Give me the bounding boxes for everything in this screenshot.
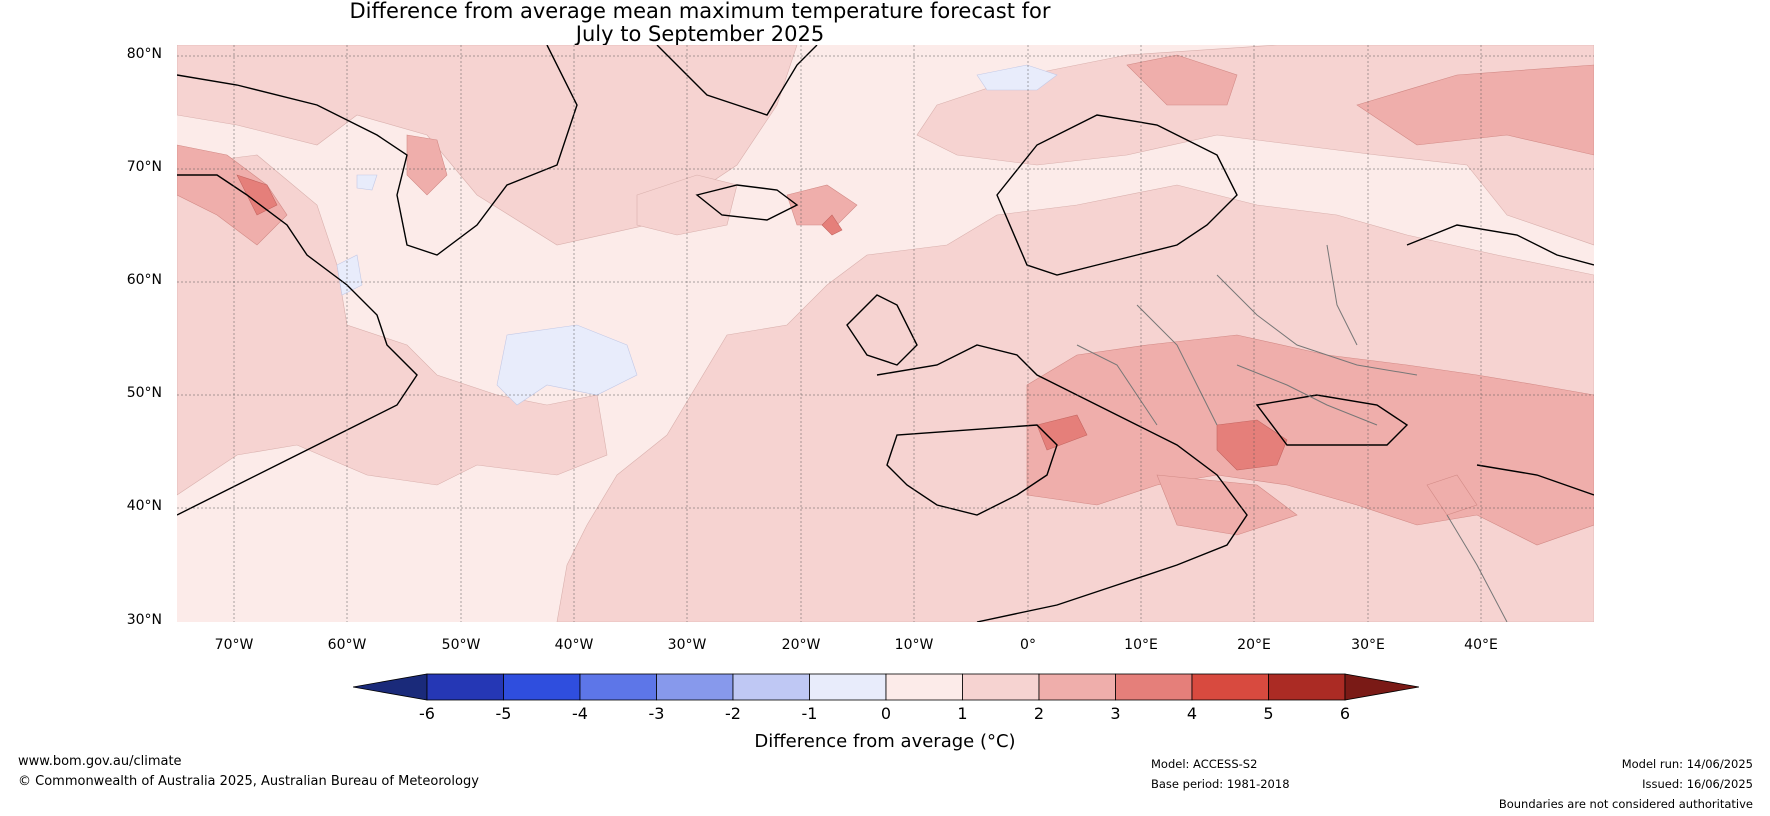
- colorbar-tick-label: -6: [419, 704, 435, 723]
- lon-label-30w: 30°W: [667, 637, 707, 653]
- footer-copyright: © Commonwealth of Australia 2025, Austra…: [18, 774, 479, 789]
- colorbar-segment: [1038, 673, 1116, 701]
- colorbar-tick-label: 3: [1110, 704, 1121, 723]
- colorbar-segment: [732, 673, 810, 701]
- lat-label-70n: 70°N: [126, 159, 162, 175]
- footer-model-run: Model run: 14/06/2025: [1621, 757, 1753, 771]
- coastlines: [177, 45, 1594, 622]
- lon-label-10w: 10°W: [894, 637, 934, 653]
- lon-label-50w: 50°W: [441, 637, 481, 653]
- lon-label-30e: 30°E: [1351, 637, 1385, 653]
- colorbar-tick-label: -5: [495, 704, 512, 723]
- colorbar-extend-high: [1344, 673, 1419, 701]
- colorbar-segment: [426, 673, 504, 701]
- lon-label-20e: 20°E: [1237, 637, 1271, 653]
- footer-site-url: www.bom.gov.au/climate: [18, 754, 182, 769]
- lat-label-50n: 50°N: [126, 385, 162, 401]
- colorbar-segment: [1191, 673, 1269, 701]
- lat-label-60n: 60°N: [126, 272, 162, 288]
- anomaly-2-3-regions: [177, 54, 1594, 546]
- colorbar-tick-label: 2: [1033, 704, 1045, 723]
- footer-model: Model: ACCESS-S2: [1151, 757, 1258, 771]
- colorbar-segment: [885, 673, 963, 701]
- temperature-anomaly-map: [177, 45, 1594, 622]
- lat-label-80n: 80°N: [126, 46, 162, 62]
- map-title-line1: Difference from average mean maximum tem…: [349, 0, 1051, 23]
- lon-label-20w: 20°W: [781, 637, 821, 653]
- footer-issued: Issued: 16/06/2025: [1642, 777, 1753, 791]
- colorbar-tick-label: 1: [957, 704, 968, 723]
- lon-label-40w: 40°W: [554, 637, 594, 653]
- lat-label-30n: 30°N: [126, 612, 162, 628]
- anomaly-3-4-regions: [236, 174, 1288, 471]
- gridlines: [177, 45, 1594, 622]
- colorbar: [353, 673, 1419, 701]
- colorbar-segment: [1115, 673, 1193, 701]
- lon-label-70w: 70°W: [214, 637, 254, 653]
- colorbar-tick-label: 0: [880, 704, 892, 723]
- colorbar-segment: [809, 673, 887, 701]
- colorbar-tick-label: -2: [725, 704, 741, 723]
- colorbar-tick-label: 6: [1339, 704, 1351, 723]
- colorbar-segment: [1268, 673, 1346, 701]
- lon-label-10e: 10°E: [1124, 637, 1158, 653]
- lon-label-60w: 60°W: [327, 637, 367, 653]
- colorbar-segment: [962, 673, 1040, 701]
- colorbar-tick-label: -1: [801, 704, 818, 723]
- lon-label-40e: 40°E: [1464, 637, 1498, 653]
- footer-base-period: Base period: 1981-2018: [1151, 777, 1290, 791]
- lat-label-40n: 40°N: [126, 498, 162, 514]
- colorbar-segment: [503, 673, 581, 701]
- colorbar-tick-label: 5: [1263, 704, 1274, 723]
- map-title-line2: July to September 2025: [575, 22, 825, 46]
- colorbar-label: Difference from average (°C): [754, 731, 1016, 752]
- colorbar-segment: [579, 673, 657, 701]
- colorbar-segment: [656, 673, 734, 701]
- footer-disclaimer: Boundaries are not considered authoritat…: [1498, 797, 1753, 811]
- lon-label-0: 0°: [1020, 637, 1036, 653]
- colorbar-extend-low: [353, 673, 428, 701]
- colorbar-tick-label: 4: [1186, 704, 1198, 723]
- colorbar-tick-label: -4: [572, 704, 588, 723]
- colorbar-tick-label: -3: [648, 704, 665, 723]
